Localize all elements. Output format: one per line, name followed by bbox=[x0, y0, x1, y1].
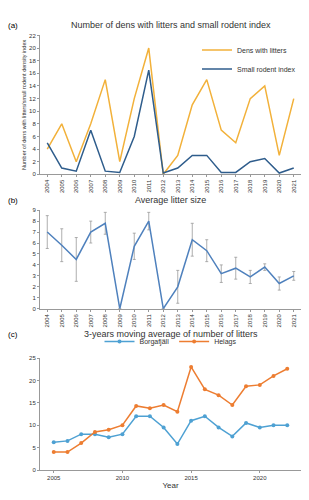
svg-text:8: 8 bbox=[32, 218, 36, 224]
svg-text:2004: 2004 bbox=[44, 313, 50, 327]
svg-text:5: 5 bbox=[32, 445, 36, 451]
svg-text:2: 2 bbox=[32, 159, 36, 165]
svg-text:2006: 2006 bbox=[73, 179, 79, 193]
svg-text:2018: 2018 bbox=[247, 313, 253, 327]
svg-text:2021: 2021 bbox=[291, 313, 297, 327]
svg-text:Dens with litters: Dens with litters bbox=[237, 47, 287, 54]
svg-text:2016: 2016 bbox=[218, 313, 224, 327]
svg-text:2012: 2012 bbox=[160, 313, 166, 327]
svg-text:2008: 2008 bbox=[102, 313, 108, 327]
svg-text:2007: 2007 bbox=[88, 313, 94, 327]
svg-text:2013: 2013 bbox=[175, 179, 181, 193]
svg-text:2004: 2004 bbox=[44, 179, 50, 193]
svg-text:Helags: Helags bbox=[214, 338, 236, 346]
svg-text:2015: 2015 bbox=[204, 179, 210, 193]
svg-text:2009: 2009 bbox=[117, 179, 123, 193]
svg-text:2: 2 bbox=[32, 284, 36, 290]
svg-text:4: 4 bbox=[32, 262, 36, 268]
svg-text:20: 20 bbox=[29, 378, 36, 384]
svg-text:25: 25 bbox=[29, 355, 36, 361]
svg-text:10: 10 bbox=[29, 108, 36, 114]
svg-text:5: 5 bbox=[32, 251, 36, 257]
svg-text:2013: 2013 bbox=[175, 313, 181, 327]
svg-text:2010: 2010 bbox=[116, 475, 130, 481]
svg-text:Number of dens with litters an: Number of dens with litters and small ro… bbox=[71, 20, 271, 30]
svg-text:4: 4 bbox=[32, 146, 36, 152]
svg-text:2019: 2019 bbox=[262, 313, 268, 327]
svg-text:Borgafjäll: Borgafjäll bbox=[140, 338, 170, 346]
svg-text:3-years moving average of numb: 3-years moving average of number of litt… bbox=[84, 329, 258, 339]
svg-text:2021: 2021 bbox=[291, 179, 297, 193]
svg-text:2015: 2015 bbox=[184, 475, 198, 481]
svg-text:0: 0 bbox=[32, 306, 36, 312]
svg-text:22: 22 bbox=[29, 33, 36, 39]
svg-text:18: 18 bbox=[29, 58, 36, 64]
svg-text:2007: 2007 bbox=[88, 179, 94, 193]
svg-text:8: 8 bbox=[32, 121, 36, 127]
svg-text:Small rodent index: Small rodent index bbox=[237, 66, 295, 73]
svg-text:12: 12 bbox=[29, 96, 36, 102]
svg-text:0: 0 bbox=[32, 467, 36, 473]
svg-text:(c): (c) bbox=[8, 330, 18, 339]
svg-text:10: 10 bbox=[29, 422, 36, 428]
svg-text:2017: 2017 bbox=[233, 179, 239, 193]
svg-text:2015: 2015 bbox=[204, 313, 210, 327]
svg-text:2020: 2020 bbox=[276, 313, 282, 327]
svg-text:3: 3 bbox=[32, 273, 36, 279]
svg-text:(b): (b) bbox=[8, 196, 18, 205]
svg-text:2017: 2017 bbox=[233, 313, 239, 327]
svg-text:16: 16 bbox=[29, 70, 36, 76]
svg-text:2008: 2008 bbox=[102, 179, 108, 193]
svg-text:2005: 2005 bbox=[59, 313, 65, 327]
svg-text:2011: 2011 bbox=[146, 179, 152, 193]
svg-text:6: 6 bbox=[32, 134, 36, 140]
svg-text:0: 0 bbox=[32, 171, 36, 177]
svg-text:2006: 2006 bbox=[73, 313, 79, 327]
svg-text:1: 1 bbox=[32, 295, 36, 301]
svg-text:2014: 2014 bbox=[189, 313, 195, 327]
svg-text:Number of dens with litters/sm: Number of dens with litters/small rodent… bbox=[21, 40, 27, 170]
svg-text:2018: 2018 bbox=[247, 179, 253, 193]
svg-text:2005: 2005 bbox=[47, 475, 61, 481]
svg-text:2014: 2014 bbox=[189, 179, 195, 193]
svg-text:Year: Year bbox=[162, 481, 179, 490]
svg-text:Average litter size: Average litter size bbox=[135, 195, 206, 205]
svg-text:2009: 2009 bbox=[117, 313, 123, 327]
svg-text:2005: 2005 bbox=[59, 179, 65, 193]
svg-text:2012: 2012 bbox=[160, 179, 166, 193]
svg-text:7: 7 bbox=[32, 229, 36, 235]
svg-text:15: 15 bbox=[29, 400, 36, 406]
svg-text:2011: 2011 bbox=[146, 313, 152, 327]
svg-text:2016: 2016 bbox=[218, 179, 224, 193]
svg-text:20: 20 bbox=[29, 45, 36, 51]
svg-text:2020: 2020 bbox=[276, 179, 282, 193]
svg-text:6: 6 bbox=[32, 240, 36, 246]
svg-text:2020: 2020 bbox=[253, 475, 267, 481]
svg-text:2010: 2010 bbox=[131, 313, 137, 327]
svg-text:2010: 2010 bbox=[131, 179, 137, 193]
svg-text:(a): (a) bbox=[8, 21, 18, 30]
svg-text:9: 9 bbox=[32, 207, 36, 213]
svg-text:14: 14 bbox=[29, 83, 36, 89]
svg-text:2019: 2019 bbox=[262, 179, 268, 193]
